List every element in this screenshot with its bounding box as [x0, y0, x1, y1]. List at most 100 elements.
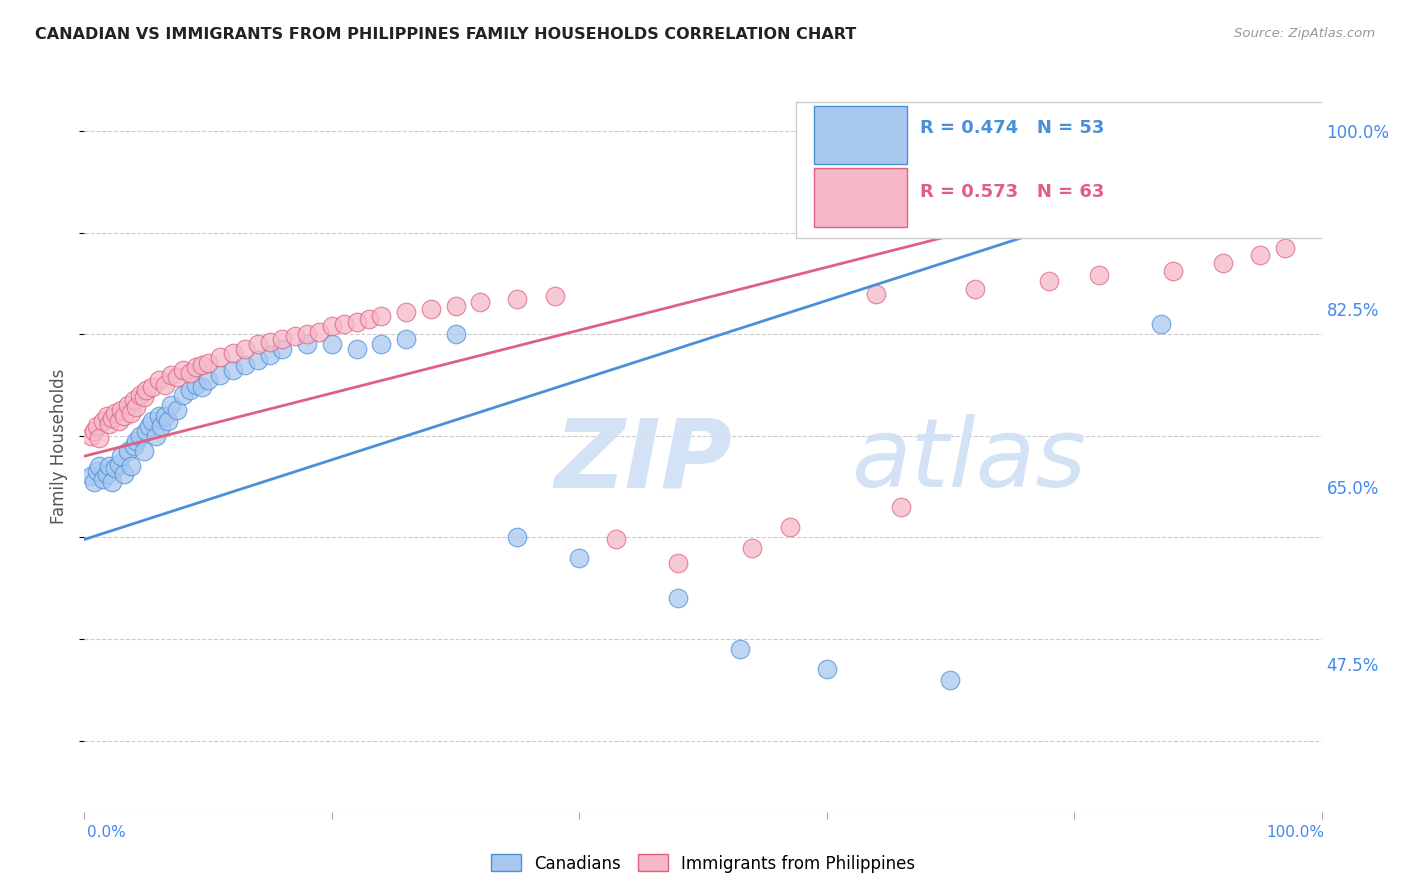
FancyBboxPatch shape — [814, 168, 907, 227]
Point — [666, 591, 689, 606]
Point — [321, 319, 343, 334]
Point — [120, 407, 142, 421]
Point — [395, 332, 418, 346]
Point — [86, 464, 108, 478]
Point — [122, 393, 145, 408]
Point — [370, 309, 392, 323]
Point — [779, 520, 801, 534]
Point — [233, 343, 256, 357]
Point — [122, 439, 145, 453]
Point — [110, 449, 132, 463]
Point — [104, 407, 127, 421]
Text: ZIP: ZIP — [554, 414, 733, 508]
Point — [271, 332, 294, 346]
Point — [246, 352, 269, 367]
Point — [98, 459, 121, 474]
Point — [117, 444, 139, 458]
Point — [166, 370, 188, 384]
Legend: Canadians, Immigrants from Philippines: Canadians, Immigrants from Philippines — [484, 847, 922, 880]
Point — [506, 530, 529, 544]
Point — [83, 424, 105, 438]
Point — [172, 363, 194, 377]
Point — [666, 556, 689, 570]
Text: atlas: atlas — [852, 414, 1087, 508]
Point — [605, 533, 627, 547]
Point — [112, 409, 135, 423]
Point — [444, 299, 467, 313]
Point — [89, 459, 111, 474]
Point — [346, 343, 368, 357]
Point — [153, 409, 176, 423]
Point — [470, 294, 492, 309]
FancyBboxPatch shape — [796, 103, 1327, 237]
Point — [108, 457, 131, 471]
Point — [108, 414, 131, 428]
Point — [1274, 241, 1296, 255]
Point — [179, 383, 201, 397]
Point — [1150, 317, 1173, 331]
Point — [129, 388, 152, 402]
Point — [141, 414, 163, 428]
FancyBboxPatch shape — [814, 106, 907, 164]
Point — [96, 467, 118, 482]
Point — [125, 434, 148, 448]
Point — [100, 410, 122, 425]
Point — [132, 390, 155, 404]
Point — [160, 398, 183, 412]
Text: 0.0%: 0.0% — [87, 825, 127, 840]
Point — [346, 315, 368, 329]
Point — [295, 327, 318, 342]
Point — [166, 403, 188, 417]
Point — [191, 358, 214, 372]
Point — [865, 286, 887, 301]
Point — [209, 368, 232, 382]
Point — [308, 325, 330, 339]
Point — [233, 358, 256, 372]
Point — [179, 366, 201, 380]
Point — [148, 409, 170, 423]
Point — [1088, 268, 1111, 283]
Point — [79, 429, 101, 443]
Y-axis label: Family Households: Family Households — [51, 368, 69, 524]
Point — [100, 475, 122, 489]
Point — [172, 388, 194, 402]
Point — [333, 317, 356, 331]
Point — [1212, 256, 1234, 270]
Point — [1298, 134, 1320, 148]
Point — [222, 345, 245, 359]
Point — [965, 281, 987, 295]
Point — [1161, 264, 1184, 278]
Point — [157, 414, 180, 428]
Point — [138, 418, 160, 433]
Point — [295, 337, 318, 351]
Point — [96, 409, 118, 423]
Point — [419, 301, 441, 316]
Point — [120, 459, 142, 474]
Point — [110, 403, 132, 417]
Point — [145, 429, 167, 443]
Point — [444, 327, 467, 342]
Point — [160, 368, 183, 382]
Point — [191, 380, 214, 394]
Text: R = 0.474   N = 53: R = 0.474 N = 53 — [920, 119, 1104, 136]
Point — [129, 429, 152, 443]
Point — [197, 373, 219, 387]
Point — [1249, 248, 1271, 262]
Point — [321, 337, 343, 351]
Point — [98, 417, 121, 431]
Point — [141, 380, 163, 394]
Point — [222, 363, 245, 377]
Point — [815, 663, 838, 677]
Point — [259, 335, 281, 350]
Point — [89, 431, 111, 445]
Point — [284, 329, 307, 343]
Point — [741, 541, 763, 555]
Point — [728, 642, 751, 657]
Point — [259, 347, 281, 362]
Point — [150, 418, 173, 433]
Point — [568, 550, 591, 565]
Point — [104, 461, 127, 475]
Point — [91, 414, 114, 428]
Point — [197, 356, 219, 370]
Point — [246, 337, 269, 351]
